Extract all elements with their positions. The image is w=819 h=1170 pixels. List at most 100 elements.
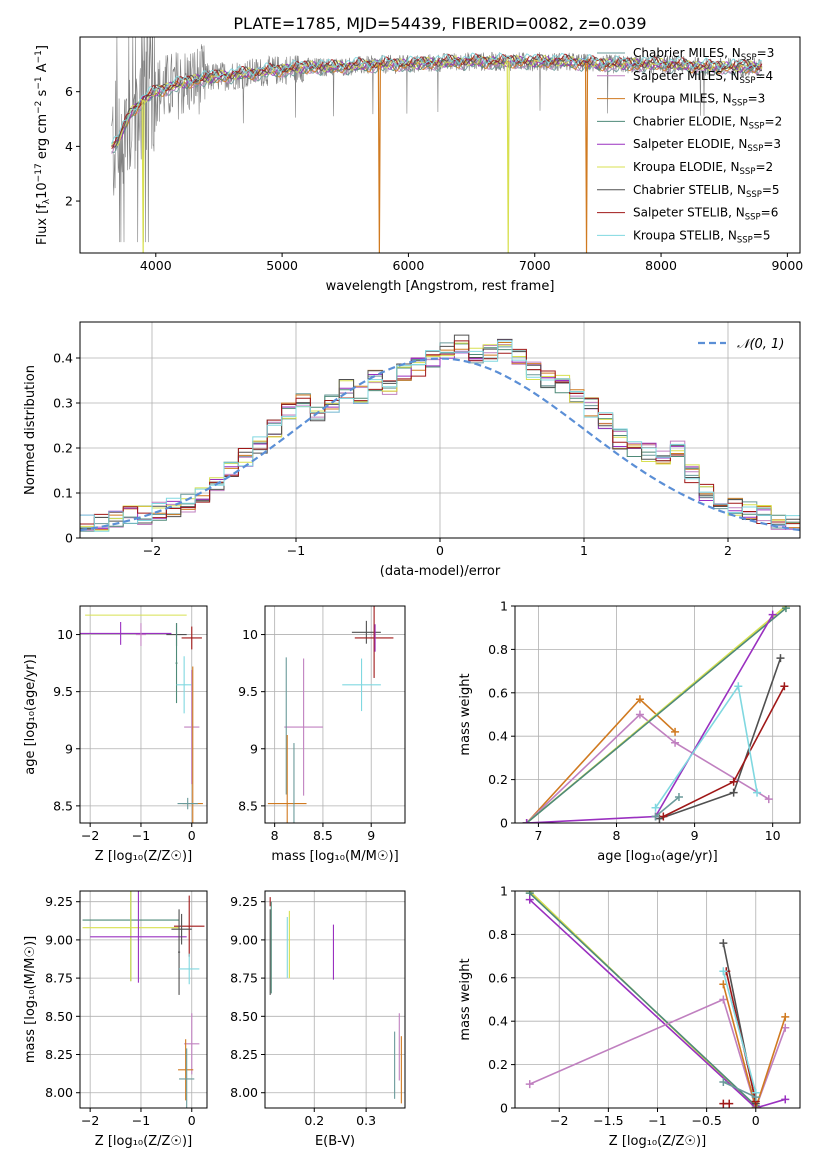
y-tick-label: 8.00	[45, 1085, 73, 1100]
y-tick-label: 1	[500, 884, 508, 899]
y-tick-label: 8.25	[45, 1047, 73, 1062]
y-tick-label: 0.4	[488, 1014, 508, 1029]
data-point-errorbar	[82, 891, 180, 982]
panel-spectrum: 4000 5000 6000 7000 8000 9000 2 4 6 wavelength [A…	[34, 36, 803, 294]
axes-frame	[264, 605, 406, 824]
y-tick-label: 8.5	[238, 798, 258, 813]
y-tick-label: 9.25	[230, 894, 258, 909]
y-tick-label: 0.8	[488, 642, 508, 657]
series-marker	[734, 682, 743, 691]
y-axis-label: mass weight	[458, 673, 473, 755]
series-marker	[719, 967, 728, 976]
x-tick-label: 0	[436, 543, 444, 558]
figure-title: PLATE=1785, MJD=54439, FIBERID=0082, z=0…	[233, 14, 646, 33]
legend-count: =2	[755, 160, 773, 174]
ylabel-sup: −1	[34, 50, 44, 63]
x-tick-label: 8000	[645, 258, 677, 273]
legend-count: =2	[765, 114, 783, 128]
data-point-errorbar	[181, 626, 202, 650]
ylabel-sub: λ	[42, 198, 52, 204]
y-tick-label: 8.75	[45, 971, 73, 986]
x-tick-label: −1	[132, 828, 150, 843]
plot-area-mass-weight-vs-Z	[525, 891, 790, 1108]
x-axis-label: Z [log₁₀(Z/Z☉)]	[609, 1134, 706, 1149]
data-point-errorbar	[179, 1048, 195, 1108]
panel-age-vs-Z: −2 −1 0 8.5 9 9.5 10 Z [log₁₀(Z/Z☉)] age [log₁₀(…	[23, 605, 208, 864]
mass-weight-series-line	[526, 713, 770, 823]
y-axis-label: Flux [fλ10−17 erg cm−2 s−1 A−1]	[34, 45, 52, 245]
data-point-errorbar	[177, 797, 198, 810]
ylabel-part: ]	[35, 45, 50, 50]
series-marker	[751, 1093, 760, 1102]
x-tick-label: 9	[367, 828, 375, 843]
x-tick-label: −2	[143, 543, 161, 558]
series-marker	[635, 695, 644, 704]
series-marker	[651, 812, 660, 821]
x-tick-label: −1.5	[593, 1113, 623, 1128]
data-point-errorbar	[90, 891, 187, 983]
normal-distribution-curve	[80, 357, 800, 532]
y-tick-label: 0	[500, 1101, 508, 1116]
x-tick-label: 2	[724, 543, 732, 558]
mass-weight-series-line	[722, 1081, 757, 1098]
y-tick-label: 2	[65, 194, 73, 209]
series-marker	[525, 895, 534, 904]
ylabel-sup: −1	[34, 76, 44, 89]
y-tick-label: 0.2	[488, 1057, 508, 1072]
data-point-errorbar	[178, 909, 181, 995]
data-point-errorbar	[284, 658, 323, 796]
series-marker	[768, 610, 777, 619]
legend-subscript: SSP	[741, 53, 757, 63]
x-tick-label: 6000	[393, 258, 425, 273]
y-tick-label: 8.50	[230, 1009, 258, 1024]
axes-frame	[514, 605, 801, 824]
y-axis-label: age [log₁₀(age/yr)]	[23, 654, 38, 775]
series-marker	[729, 777, 738, 786]
y-axis-label: mass [log₁₀(M/M☉)]	[23, 936, 38, 1063]
series-marker	[522, 819, 531, 823]
legend-count: =3	[757, 46, 775, 60]
data-point-errorbar	[135, 623, 147, 646]
mass-weight-series-line	[529, 998, 787, 1108]
legend-subscript: SSP	[747, 144, 763, 154]
absorption-spike	[377, 64, 381, 253]
y-tick-label: 0.4	[53, 351, 73, 366]
data-point-errorbar	[171, 913, 192, 945]
absorption-spike	[141, 99, 145, 253]
series-marker	[725, 1099, 734, 1108]
x-tick-label: 9	[691, 828, 699, 843]
axes-frame	[79, 605, 208, 824]
y-tick-label: 9.5	[238, 684, 258, 699]
x-tick-label: −2	[81, 1113, 99, 1128]
plot-area-residuals	[80, 334, 800, 532]
y-tick-label: 9	[250, 741, 258, 756]
axes-frame	[264, 890, 406, 1109]
mass-weight-series-line	[722, 971, 757, 1094]
data-point-errorbar	[184, 1013, 200, 1075]
legend-count: =5	[762, 183, 780, 197]
y-axis-label: mass weight	[458, 958, 473, 1040]
residual-histogram-line	[80, 340, 800, 532]
ylabel-sup: −2	[34, 101, 44, 114]
legend-count: =3	[763, 137, 781, 151]
legend-count: =5	[753, 228, 771, 242]
data-point-errorbar	[342, 658, 381, 712]
model-fit-line	[111, 54, 762, 148]
y-tick-label: 8.25	[230, 1047, 258, 1062]
panel-age-vs-mass: 8 8.5 9 8.5 9 9.5 10 mass [log₁₀(M/M☉)]	[238, 605, 406, 864]
x-axis-label: (data-model)/error	[380, 564, 501, 579]
legend-subscript: SSP	[737, 235, 753, 245]
legend-subscript: SSP	[740, 76, 756, 86]
mass-weight-series-line	[529, 899, 786, 1108]
y-tick-label: 0.6	[488, 970, 508, 985]
y-tick-label: 6	[65, 84, 73, 99]
x-tick-label: 0.3	[356, 1113, 376, 1128]
x-tick-label: −1	[648, 1113, 666, 1128]
series-marker	[776, 654, 785, 663]
x-axis-label: Z [log₁₀(Z/Z☉)]	[95, 849, 192, 864]
y-tick-label: 0.3	[53, 396, 73, 411]
plot-area-spectrum	[111, 37, 763, 253]
series-marker	[780, 682, 789, 691]
legend-entry: Kroupa STELIB, NSSP=5	[633, 228, 771, 245]
y-tick-label: 8.5	[53, 798, 73, 813]
